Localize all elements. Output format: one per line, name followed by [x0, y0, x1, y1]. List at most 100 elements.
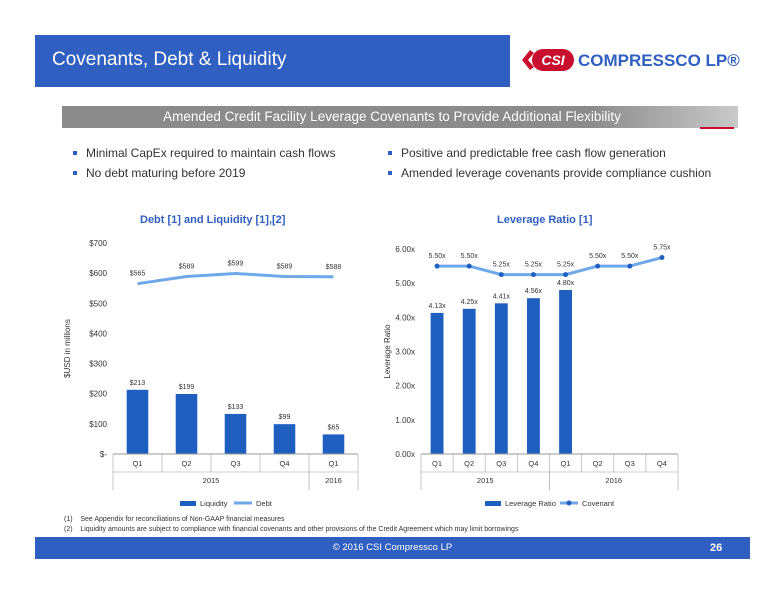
x-tick-label: Q4	[279, 459, 289, 468]
y-tick-label: $400	[89, 329, 107, 338]
logo-chevron-icon	[522, 50, 534, 70]
company-logo: CSI COMPRESSCO LP®	[522, 49, 740, 71]
debt-liquidity-chart: $- $100 $200 $300 $400 $500 $600 $700 $USD in mi…	[63, 239, 359, 508]
x-tick-label: Q2	[593, 459, 603, 468]
y-tick-label: 6.00x	[395, 245, 415, 254]
footnote-text: Liquidity amounts are subject to complia…	[80, 526, 519, 533]
bar-data-label: $199	[179, 384, 195, 391]
legend-swatch-bar	[485, 501, 501, 506]
line-point	[466, 263, 472, 269]
x-tick-label: Q1	[132, 459, 142, 468]
legend-label: Liquidity	[200, 499, 228, 508]
bullet-item: Minimal CapEx required to maintain cash …	[73, 146, 335, 160]
bar	[175, 394, 198, 454]
footer-copyright: © 2016 CSI Compressco LP	[332, 542, 453, 553]
x-tick-label: Q4	[657, 459, 667, 468]
bullet-square-icon	[388, 171, 392, 175]
bar-data-label: $213	[130, 380, 146, 387]
x-group-label: 2015	[477, 476, 494, 485]
footnotes: (1) See Appendix for reconciliations of …	[64, 515, 518, 535]
bar	[494, 303, 508, 454]
bar-data-label: 4.41x	[493, 293, 511, 300]
bar	[273, 424, 296, 454]
bar-data-label: $133	[228, 404, 244, 411]
subtitle-banner	[62, 106, 738, 128]
bullet-square-icon	[73, 151, 77, 155]
x-tick-label: Q3	[230, 459, 240, 468]
leverage-ratio-chart: 0.00x 1.00x 2.00x 3.00x 4.00x 5.00x 6.00x Lever…	[383, 245, 679, 508]
bar	[224, 413, 247, 454]
leverage-chart-title: Leverage Ratio [1]	[497, 214, 593, 226]
line-data-label: $599	[228, 260, 244, 267]
legend-swatch-bar	[180, 501, 196, 506]
slide-title: Covenants, Debt & Liquidity	[52, 49, 287, 70]
x-group-label: 2016	[605, 476, 622, 485]
bar	[430, 312, 444, 454]
footnote: (2) Liquidity amounts are subject to com…	[64, 525, 518, 535]
line-data-label: 5.25x	[557, 262, 575, 269]
x-group-label: 2015	[203, 476, 220, 485]
y-tick-label: 4.00x	[395, 313, 415, 322]
y-tick-label: $200	[89, 390, 107, 399]
line-data-label: 5.50x	[461, 253, 479, 260]
y-axis-title: $USD in millions	[63, 319, 72, 378]
legend-label: Covenant	[582, 499, 615, 508]
bullet-item: No debt maturing before 2019	[73, 166, 245, 180]
debt-liquidity-chart-title: Debt [1] and Liquidity [1],[2]	[140, 214, 286, 226]
bullet-square-icon	[388, 151, 392, 155]
logo-badge	[532, 49, 574, 71]
y-tick-label: 5.00x	[395, 279, 415, 288]
y-tick-label: 0.00x	[395, 450, 415, 459]
bar-data-label: $65	[328, 424, 340, 431]
bar	[322, 434, 345, 454]
bullet-item: Positive and predictable free cash flow …	[388, 146, 666, 160]
x-tick-label: Q3	[625, 459, 635, 468]
line-data-label: 5.25x	[525, 262, 543, 269]
line-point	[659, 255, 665, 261]
y-tick-label: $100	[89, 420, 107, 429]
line-data-label: $589	[277, 263, 293, 270]
accent-line	[700, 127, 734, 129]
y-tick-label: 3.00x	[395, 348, 415, 357]
bullet-text: Positive and predictable free cash flow …	[401, 146, 666, 160]
line-point	[595, 263, 601, 269]
x-tick-label: Q1	[561, 459, 571, 468]
bar	[527, 298, 540, 454]
line-point	[530, 272, 536, 278]
footnote-number: (1)	[64, 516, 73, 523]
line-point	[563, 272, 569, 278]
bar	[126, 389, 149, 454]
y-tick-label: $600	[89, 269, 107, 278]
bar-data-label: $99	[279, 414, 291, 421]
y-tick-label: 1.00x	[395, 416, 415, 425]
y-tick-label: $500	[89, 299, 107, 308]
page-number: 26	[710, 542, 723, 554]
line-point	[498, 272, 504, 278]
bullet-text: Minimal CapEx required to maintain cash …	[86, 146, 336, 160]
bullet-item: Amended leverage covenants provide compl…	[388, 166, 711, 180]
line-data-label: $589	[179, 263, 195, 270]
legend-label: Leverage Ratio	[505, 499, 556, 508]
bullet-text: Amended leverage covenants provide compl…	[401, 166, 712, 180]
bar	[559, 290, 572, 454]
bar-data-label: 4.56x	[525, 288, 543, 295]
line-data-label: $588	[326, 264, 342, 271]
legend-label: Debt	[256, 499, 273, 508]
x-tick-label: Q3	[496, 459, 506, 468]
line-data-label: 5.50x	[429, 253, 447, 260]
line-point	[434, 263, 440, 269]
series-line	[137, 271, 334, 286]
line-point	[627, 263, 633, 269]
bullet-square-icon	[73, 171, 77, 175]
y-tick-label: $300	[89, 360, 107, 369]
x-group-label: 2016	[325, 476, 342, 485]
bar-data-label: 4.13x	[429, 303, 447, 310]
bar-data-label: 4.80x	[557, 280, 575, 287]
y-axis-title: Leverage Ratio	[383, 324, 392, 379]
x-tick-label: Q1	[432, 459, 442, 468]
line-data-label: 5.50x	[621, 253, 639, 260]
line-data-label: 5.50x	[589, 253, 607, 260]
x-tick-label: Q1	[328, 459, 338, 468]
series-line	[437, 256, 663, 277]
y-tick-label: $-	[100, 450, 107, 459]
